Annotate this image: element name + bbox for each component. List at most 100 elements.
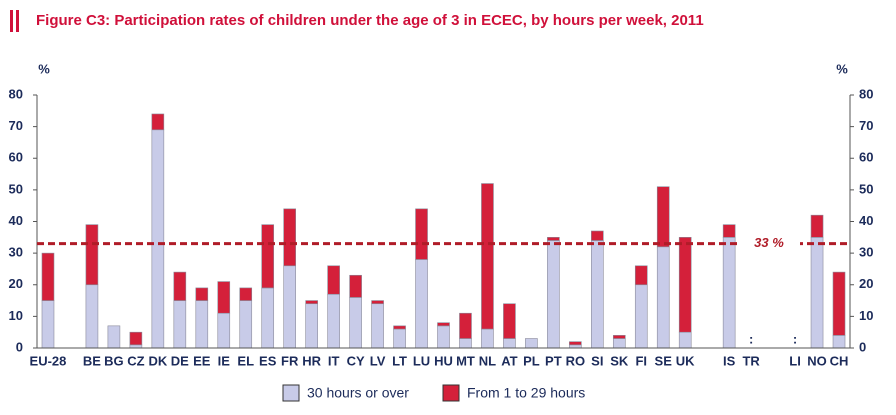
bar-segment — [634, 284, 648, 349]
y2-tick-label: 80 — [859, 86, 873, 101]
y-tick-label: 80 — [9, 86, 23, 101]
bar-segment — [327, 293, 340, 349]
reference-label: 33 % — [754, 235, 784, 250]
bar-segment — [393, 328, 406, 349]
y2-tick-label: 20 — [859, 276, 873, 291]
bar-segment — [832, 335, 846, 349]
bar-segment — [349, 274, 362, 298]
bar-segment — [415, 208, 428, 260]
missing-label: : — [749, 332, 753, 347]
legend-label: From 1 to 29 hours — [467, 385, 585, 401]
x-tick-label: CH — [830, 353, 849, 368]
x-tick-label: CY — [347, 353, 365, 368]
bar-segment — [656, 246, 670, 349]
bar-segment — [217, 312, 231, 349]
bar-segment — [437, 325, 450, 349]
missing-label: : — [793, 332, 797, 347]
bar-segment — [173, 271, 187, 301]
x-tick-label: EE — [193, 353, 211, 368]
bar-segment — [173, 300, 187, 349]
y-axis-label: % — [38, 61, 50, 76]
bar-segment — [656, 186, 670, 248]
x-tick-label: UK — [676, 353, 695, 368]
x-tick-label: SI — [591, 353, 603, 368]
bar-segment — [217, 281, 231, 314]
bar-segment — [129, 331, 143, 346]
bar-segment — [261, 287, 275, 349]
x-tick-label: FI — [635, 353, 647, 368]
bar-segment — [503, 303, 516, 339]
x-tick-label: AT — [501, 353, 517, 368]
x-tick-label: HU — [434, 353, 453, 368]
y-tick-label: 40 — [9, 213, 23, 228]
bar-segment — [481, 183, 494, 330]
bar-segment — [525, 338, 538, 349]
bar-segment — [85, 284, 99, 349]
bar-segment — [85, 224, 99, 286]
bar-segment — [393, 325, 406, 330]
bar-segment — [678, 331, 692, 349]
y2-tick-label: 30 — [859, 245, 873, 260]
bar-segment — [371, 300, 384, 305]
bar-segment — [634, 265, 648, 286]
bar-segment — [832, 271, 846, 336]
bar-segment — [459, 338, 472, 349]
bar-segment — [547, 240, 560, 349]
x-tick-label: PL — [523, 353, 540, 368]
chart-title: Figure C3: Participation rates of childr… — [36, 12, 704, 29]
bar-segment — [678, 237, 692, 333]
bar-segment — [239, 300, 253, 349]
y-tick-label: 20 — [9, 276, 23, 291]
bar-segment — [722, 237, 736, 349]
bar-segment — [305, 303, 318, 349]
y2-tick-label: 60 — [859, 150, 873, 165]
x-tick-label: IS — [723, 353, 736, 368]
bar-segment — [349, 297, 362, 349]
x-tick-label: LU — [413, 353, 430, 368]
bar-segment — [569, 341, 582, 346]
x-tick-label: IT — [328, 353, 340, 368]
x-tick-label: LI — [789, 353, 801, 368]
y-tick-label: 0 — [16, 339, 23, 354]
x-tick-label: HR — [302, 353, 321, 368]
x-tick-label: NL — [479, 353, 496, 368]
y-tick-label: 70 — [9, 118, 23, 133]
x-tick-label: CZ — [127, 353, 144, 368]
y2-tick-label: 40 — [859, 213, 873, 228]
bar-segment — [612, 335, 626, 339]
x-tick-label: NO — [807, 353, 827, 368]
bar-segment — [612, 338, 626, 349]
bar-segment — [261, 224, 275, 289]
bar-segment — [437, 322, 450, 327]
bar-segment — [195, 300, 209, 349]
x-tick-label: SE — [655, 353, 673, 368]
x-tick-label: RO — [566, 353, 586, 368]
x-tick-label: BE — [83, 353, 101, 368]
bar-segment — [41, 300, 55, 349]
x-tick-label: MT — [456, 353, 475, 368]
bar-segment — [283, 208, 296, 267]
bar-segment — [481, 328, 494, 349]
bar-segment — [722, 224, 736, 238]
bar-segment — [305, 300, 318, 305]
bar-segment — [41, 252, 55, 301]
reference-label-bg — [738, 233, 800, 254]
x-tick-label: DK — [148, 353, 167, 368]
bar-segment — [107, 325, 121, 349]
y2-tick-label: 0 — [859, 339, 866, 354]
bar-segment — [810, 214, 824, 238]
bar-segment — [151, 113, 165, 131]
y-tick-label: 10 — [9, 308, 23, 323]
bar-segment — [415, 259, 428, 349]
bar-segment — [810, 237, 824, 349]
bar-segment — [327, 265, 340, 295]
x-tick-label: ES — [259, 353, 277, 368]
bar-segment — [371, 303, 384, 349]
x-tick-label: EU-28 — [30, 353, 67, 368]
title-icon — [10, 10, 13, 32]
y-tick-label: 60 — [9, 150, 23, 165]
x-tick-label: DE — [171, 353, 189, 368]
title-icon — [16, 10, 19, 32]
bar-segment — [283, 265, 296, 349]
